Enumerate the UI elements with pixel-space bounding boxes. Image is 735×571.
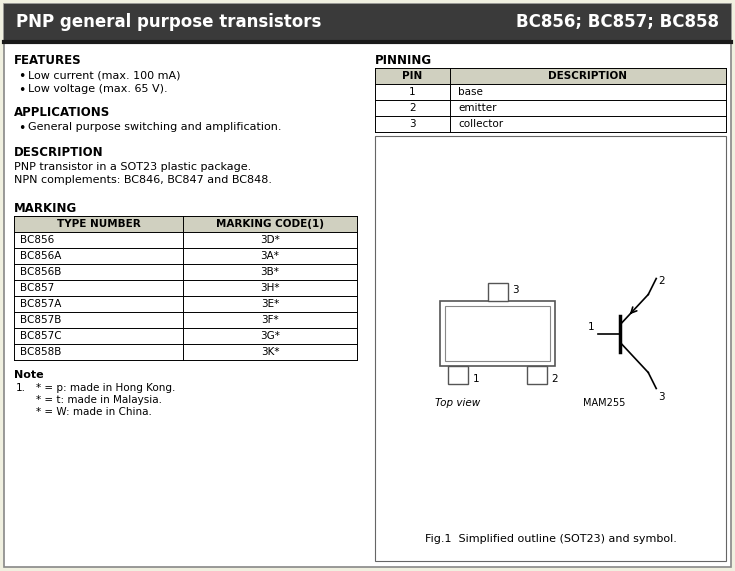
Bar xyxy=(375,136,726,561)
Text: 2: 2 xyxy=(409,103,416,113)
Bar xyxy=(375,116,726,132)
Bar xyxy=(14,216,357,232)
Text: Low voltage (max. 65 V).: Low voltage (max. 65 V). xyxy=(28,84,168,94)
Text: BC857A: BC857A xyxy=(20,299,62,309)
Text: BC856: BC856 xyxy=(20,235,54,245)
Text: PNP transistor in a SOT23 plastic package.: PNP transistor in a SOT23 plastic packag… xyxy=(14,162,251,172)
Text: PNP general purpose transistors: PNP general purpose transistors xyxy=(16,13,321,31)
Text: 1.: 1. xyxy=(16,383,26,393)
Text: BC857C: BC857C xyxy=(20,331,62,341)
Bar xyxy=(440,301,556,366)
Text: 3H*: 3H* xyxy=(260,283,280,293)
Text: TYPE NUMBER: TYPE NUMBER xyxy=(57,219,140,229)
Text: BC856; BC857; BC858: BC856; BC857; BC858 xyxy=(516,13,719,31)
Text: BC857B: BC857B xyxy=(20,315,62,325)
Text: 3E*: 3E* xyxy=(261,299,279,309)
Text: Note: Note xyxy=(14,370,43,380)
Text: Top view: Top view xyxy=(435,398,481,408)
Text: MARKING CODE(1): MARKING CODE(1) xyxy=(216,219,324,229)
Bar xyxy=(14,312,357,328)
Bar xyxy=(14,280,357,296)
Text: PIN: PIN xyxy=(402,71,423,81)
Bar xyxy=(14,328,357,344)
Bar xyxy=(4,4,731,40)
Text: * = t: made in Malaysia.: * = t: made in Malaysia. xyxy=(36,395,162,405)
Text: Low current (max. 100 mA): Low current (max. 100 mA) xyxy=(28,70,181,80)
Text: MAM255: MAM255 xyxy=(583,398,625,408)
Text: * = p: made in Hong Kong.: * = p: made in Hong Kong. xyxy=(36,383,176,393)
Text: 1: 1 xyxy=(587,321,595,332)
Text: DESCRIPTION: DESCRIPTION xyxy=(14,146,104,159)
Text: Fig.1  Simplified outline (SOT23) and symbol.: Fig.1 Simplified outline (SOT23) and sym… xyxy=(425,534,676,544)
Bar xyxy=(527,366,548,384)
Text: 3K*: 3K* xyxy=(261,347,279,357)
Bar xyxy=(448,366,468,384)
Text: 2: 2 xyxy=(551,373,558,384)
Text: BC856A: BC856A xyxy=(20,251,62,261)
Text: 1: 1 xyxy=(473,373,479,384)
Bar xyxy=(488,283,508,301)
Bar xyxy=(14,344,357,360)
Bar xyxy=(445,306,551,361)
Text: NPN complements: BC846, BC847 and BC848.: NPN complements: BC846, BC847 and BC848. xyxy=(14,175,272,185)
Bar xyxy=(14,296,357,312)
Text: 3D*: 3D* xyxy=(260,235,280,245)
Text: 3A*: 3A* xyxy=(261,251,279,261)
Text: 3: 3 xyxy=(659,392,665,403)
Bar xyxy=(375,84,726,100)
Text: •: • xyxy=(18,122,26,135)
Text: 3G*: 3G* xyxy=(260,331,280,341)
Text: collector: collector xyxy=(458,119,503,129)
Text: 2: 2 xyxy=(659,276,665,287)
Text: 1: 1 xyxy=(409,87,416,97)
Text: base: base xyxy=(458,87,483,97)
Text: BC856B: BC856B xyxy=(20,267,62,277)
Bar xyxy=(14,248,357,264)
Text: BC858B: BC858B xyxy=(20,347,62,357)
Text: * = W: made in China.: * = W: made in China. xyxy=(36,407,152,417)
Text: PINNING: PINNING xyxy=(375,54,432,67)
Bar xyxy=(14,232,357,248)
Text: APPLICATIONS: APPLICATIONS xyxy=(14,106,110,119)
Text: •: • xyxy=(18,70,26,83)
Text: •: • xyxy=(18,84,26,97)
Text: General purpose switching and amplification.: General purpose switching and amplificat… xyxy=(28,122,282,132)
Text: FEATURES: FEATURES xyxy=(14,54,82,67)
Text: DESCRIPTION: DESCRIPTION xyxy=(548,71,628,81)
Bar xyxy=(375,68,726,84)
Text: 3F*: 3F* xyxy=(261,315,279,325)
Bar xyxy=(375,100,726,116)
Text: emitter: emitter xyxy=(458,103,497,113)
Text: 3B*: 3B* xyxy=(261,267,279,277)
Text: 3: 3 xyxy=(409,119,416,129)
Text: BC857: BC857 xyxy=(20,283,54,293)
Text: MARKING: MARKING xyxy=(14,202,77,215)
Text: 3: 3 xyxy=(512,285,518,295)
Bar xyxy=(14,264,357,280)
